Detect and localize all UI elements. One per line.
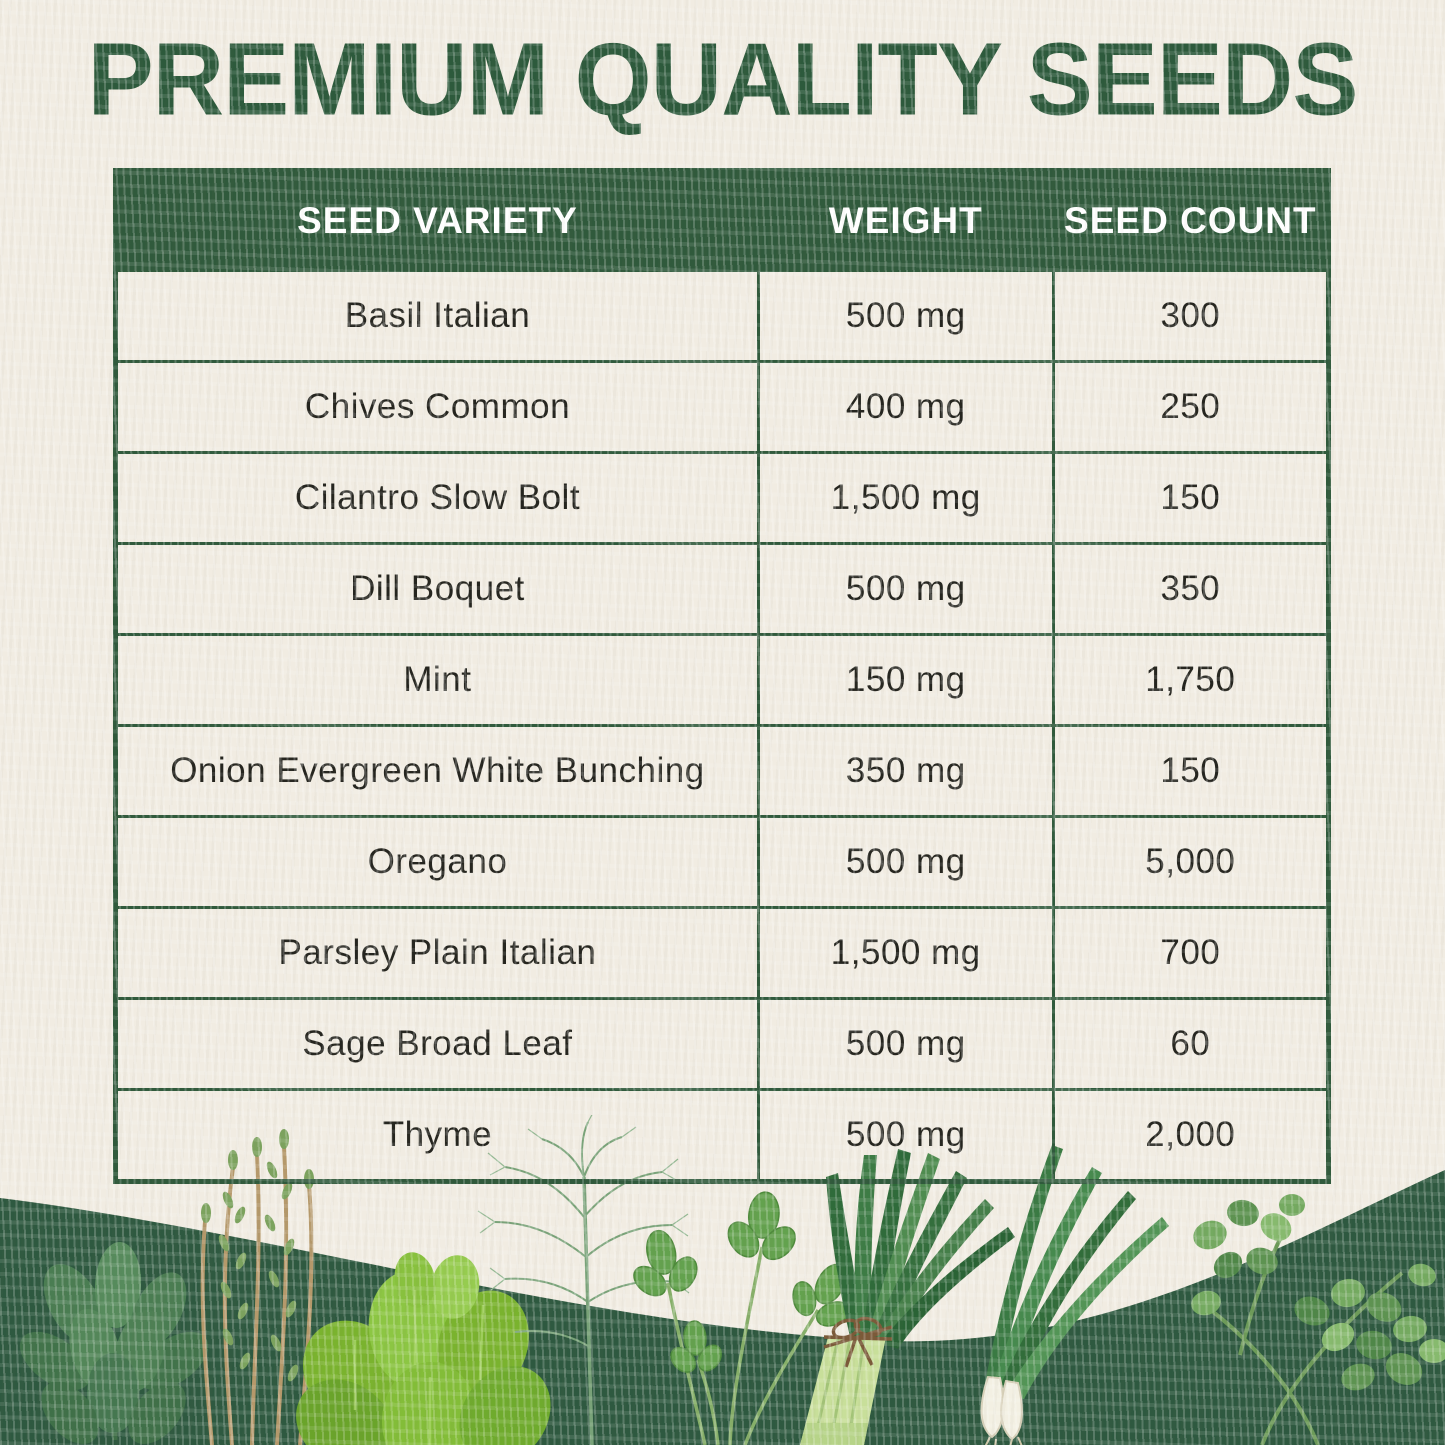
- cell-seed-variety: Parsley Plain Italian: [114, 906, 760, 1000]
- basil-illustration: [296, 1252, 551, 1445]
- cell-seed-variety: Onion Evergreen White Bunching: [114, 724, 760, 818]
- mint-illustration: [19, 1242, 209, 1444]
- parsley-illustration: [633, 1191, 851, 1445]
- cell-weight: 350 mg: [756, 724, 1055, 818]
- cell-weight: 500 mg: [756, 815, 1055, 909]
- cell-seed-count: 700: [1051, 906, 1331, 1000]
- cell-seed-variety: Basil Italian: [114, 269, 760, 363]
- cell-seed-count: 60: [1051, 997, 1331, 1091]
- cell-seed-variety: Chives Common: [114, 360, 760, 454]
- cell-seed-variety: Cilantro Slow Bolt: [114, 451, 760, 545]
- table-row: Chives Common 400 mg 250: [114, 360, 1331, 454]
- twine-bow: [823, 1316, 893, 1368]
- cell-seed-variety: Dill Boquet: [114, 542, 760, 636]
- cell-weight: 400 mg: [756, 360, 1055, 454]
- cell-seed-count: 1,750: [1051, 633, 1331, 727]
- cell-seed-variety: Sage Broad Leaf: [114, 997, 760, 1091]
- cell-seed-variety: Oregano: [114, 815, 760, 909]
- cell-seed-count: 300: [1051, 269, 1331, 363]
- col-header-seed-count: SEED COUNT: [1051, 169, 1331, 272]
- green-onion-illustration: [980, 1145, 1169, 1445]
- cell-weight: 500 mg: [756, 542, 1055, 636]
- table-row: Oregano 500 mg 5,000: [114, 815, 1331, 909]
- footer-herb-illustration: [0, 1115, 1445, 1445]
- table-row: Mint 150 mg 1,750: [114, 633, 1331, 727]
- table-header-row: SEED VARIETY WEIGHT SEED COUNT: [114, 169, 1331, 272]
- cell-weight: 1,500 mg: [756, 906, 1055, 1000]
- seed-table: SEED VARIETY WEIGHT SEED COUNT Basil Ita…: [113, 168, 1331, 1184]
- col-header-seed-variety: SEED VARIETY: [114, 169, 760, 272]
- cell-weight: 500 mg: [756, 997, 1055, 1091]
- cell-seed-variety: Thyme: [114, 1088, 760, 1183]
- table-row: Cilantro Slow Bolt 1,500 mg 150: [114, 451, 1331, 545]
- cell-seed-count: 150: [1051, 451, 1331, 545]
- table-row: Basil Italian 500 mg 300: [114, 269, 1331, 363]
- cell-weight: 1,500 mg: [756, 451, 1055, 545]
- oregano-illustration: [1191, 1194, 1445, 1445]
- cell-seed-count: 2,000: [1051, 1088, 1331, 1183]
- cell-weight: 150 mg: [756, 633, 1055, 727]
- table-row: Sage Broad Leaf 500 mg 60: [114, 997, 1331, 1091]
- page-title: PREMIUM QUALITY SEEDS: [87, 20, 1359, 137]
- table-row: Thyme 500 mg 2,000: [114, 1088, 1331, 1183]
- cell-weight: 500 mg: [756, 269, 1055, 363]
- table-row: Dill Boquet 500 mg 350: [114, 542, 1331, 636]
- chives-bunch-illustration: [800, 1149, 1015, 1445]
- table-row: Parsley Plain Italian 1,500 mg 700: [114, 906, 1331, 1000]
- cell-seed-count: 150: [1051, 724, 1331, 818]
- cell-seed-variety: Mint: [114, 633, 760, 727]
- cell-seed-count: 350: [1051, 542, 1331, 636]
- col-header-weight: WEIGHT: [756, 169, 1055, 272]
- cell-seed-count: 5,000: [1051, 815, 1331, 909]
- cell-weight: 500 mg: [756, 1088, 1055, 1183]
- cell-seed-count: 250: [1051, 360, 1331, 454]
- table-row: Onion Evergreen White Bunching 350 mg 150: [114, 724, 1331, 818]
